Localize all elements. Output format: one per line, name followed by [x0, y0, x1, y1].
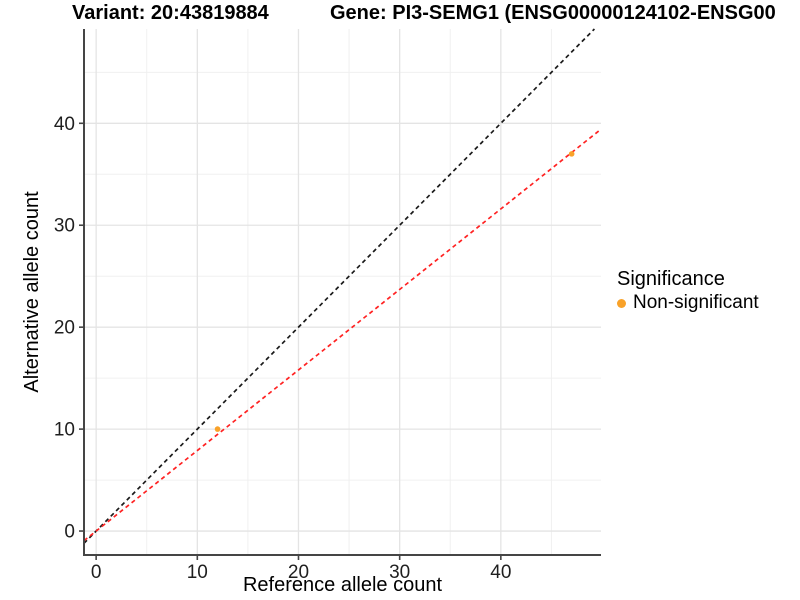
y-tick-label: 20 — [54, 318, 75, 339]
y-tick-label: 0 — [64, 522, 75, 543]
data-point — [214, 426, 221, 432]
x-axis-title: Reference allele count — [243, 574, 442, 596]
fit-line — [83, 128, 602, 542]
x-tick-label: 20 — [288, 562, 309, 583]
y-tick-label: 30 — [54, 216, 75, 237]
x-tick-label: 10 — [187, 562, 208, 583]
x-tick-label: 30 — [389, 562, 410, 583]
y-tick-label: 10 — [54, 420, 75, 441]
x-tick-label: 0 — [91, 562, 102, 583]
x-tick-label: 40 — [490, 562, 511, 583]
legend: Significance Non-significant — [617, 267, 759, 314]
plot-title-variant: Variant: 20:43819884 — [72, 2, 269, 24]
plot-title-gene: Gene: PI3-SEMG1 (ENSG00000124102-ENSG00 — [330, 2, 776, 24]
y-axis-title: Alternative allele count — [21, 191, 43, 393]
legend-item-label: Non-significant — [633, 292, 759, 313]
legend-point-icon — [617, 298, 626, 308]
data-point — [568, 151, 575, 157]
legend-title: Significance — [617, 268, 725, 290]
y-tick-label: 40 — [54, 114, 75, 135]
legend-item: Non-significant — [617, 292, 759, 314]
identity-line — [83, 28, 596, 544]
